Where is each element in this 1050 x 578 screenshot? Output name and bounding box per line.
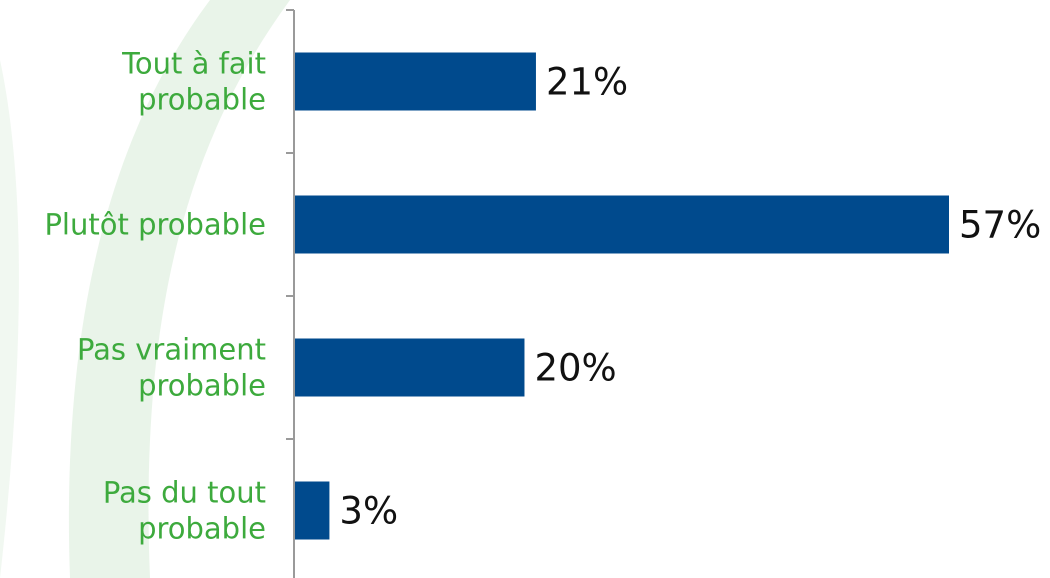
category-label: Pas du tout probable	[103, 476, 266, 546]
value-label: 57%	[959, 204, 1041, 247]
category-axis	[286, 9, 295, 578]
category-label-line: probable	[138, 369, 266, 403]
value-label: 20%	[534, 347, 616, 390]
bar	[295, 481, 330, 540]
bars	[295, 52, 949, 540]
category-label-line: Plutôt probable	[44, 208, 266, 242]
category-label-line: Pas vraiment	[77, 333, 266, 367]
category-label-line: probable	[138, 83, 266, 117]
swoosh-shape	[68, 0, 290, 578]
category-label-line: probable	[138, 512, 266, 546]
category-label: Tout à fait probable	[121, 47, 266, 117]
value-label: 3%	[339, 490, 398, 533]
background-swoosh	[0, 0, 290, 578]
category-label-line: Pas du tout	[103, 476, 266, 510]
category-label: Plutôt probable	[44, 208, 266, 242]
category-label: Pas vraiment probable	[77, 333, 266, 403]
bar	[295, 52, 536, 111]
value-label: 21%	[546, 61, 628, 104]
value-labels: 21% 57% 20% 3%	[339, 61, 1041, 533]
category-label-line: Tout à fait	[121, 47, 266, 81]
bar	[295, 338, 525, 397]
bar	[295, 195, 949, 254]
swoosh-shape-left	[0, 60, 19, 578]
